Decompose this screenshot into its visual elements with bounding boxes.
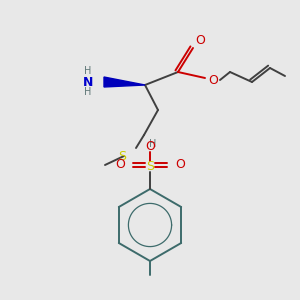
Text: O: O <box>208 74 218 86</box>
Text: H: H <box>84 66 92 76</box>
Text: O: O <box>195 34 205 46</box>
Text: S: S <box>118 149 126 163</box>
Text: O: O <box>145 140 155 154</box>
Text: H: H <box>149 139 157 149</box>
Text: H: H <box>84 87 92 97</box>
Text: N: N <box>83 76 93 88</box>
Text: S: S <box>146 160 154 173</box>
Text: O: O <box>175 158 185 172</box>
Text: O: O <box>115 158 125 172</box>
Polygon shape <box>104 77 145 87</box>
